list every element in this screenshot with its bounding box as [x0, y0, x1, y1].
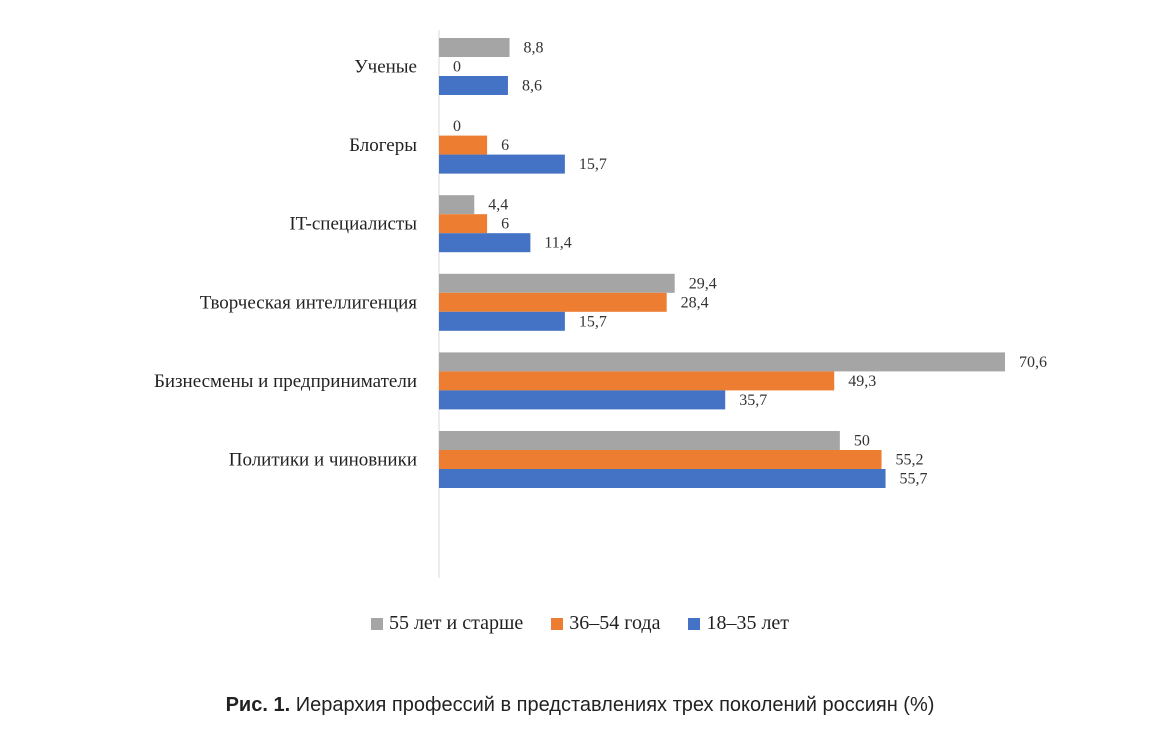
legend-item-18-35: 18–35 лет — [688, 612, 789, 635]
data-label-36-54: 55,2 — [896, 452, 924, 469]
category-label: Бизнесмены и предприниматели — [154, 371, 417, 392]
bar-36-54 — [439, 450, 882, 469]
caption-prefix: Рис. 1. — [225, 694, 291, 716]
category-label: Творческая интеллигенция — [200, 292, 417, 313]
bars-group: Ученые 8,8 0 8,6 Блогеры 0 6 15,7 IT-специалисты… — [154, 38, 1047, 488]
category-label: Блогеры — [349, 135, 417, 156]
data-label-55-plus: 8,8 — [524, 40, 544, 57]
figure-caption: Рис. 1. Иерархия профессий в представлен… — [0, 694, 1160, 717]
bar-36-54 — [439, 214, 488, 234]
legend-item-36-54: 36–54 года — [551, 612, 660, 635]
bar-55-plus — [439, 38, 510, 57]
data-label-55-plus: 29,4 — [689, 275, 717, 292]
bar-18-35 — [439, 390, 726, 410]
data-label-18-35: 55,7 — [900, 471, 928, 488]
data-label-36-54: 49,3 — [848, 373, 876, 390]
bar-18-35 — [439, 233, 531, 253]
data-label-55-plus: 70,6 — [1019, 354, 1047, 371]
legend-item-55-plus: 55 лет и старше — [370, 612, 524, 635]
data-label-18-35: 11,4 — [544, 235, 571, 252]
bar-18-35 — [439, 311, 565, 331]
legend-swatch-55-plus — [370, 617, 383, 630]
bar-55-plus — [439, 431, 840, 450]
legend-swatch-36-54 — [551, 617, 564, 630]
category-label: Политики и чиновники — [229, 450, 417, 471]
legend: 55 лет и старше 36–54 года 18–35 лет — [0, 612, 1160, 635]
bar-18-35 — [439, 154, 565, 174]
category-label: Ученые — [354, 57, 417, 78]
caption-text: Иерархия профессий в представлениях трех… — [290, 694, 935, 716]
bar-36-54 — [439, 292, 667, 312]
bar-55-plus — [439, 195, 475, 215]
legend-swatch-18-35 — [688, 617, 701, 630]
data-label-18-35: 35,7 — [739, 392, 767, 409]
data-label-18-35: 15,7 — [579, 313, 607, 330]
legend-label-36-54: 36–54 года — [569, 612, 661, 634]
legend-label-55-plus: 55 лет и старше — [388, 612, 524, 634]
bar-chart: Ученые 8,8 0 8,6 Блогеры 0 6 15,7 IT-специалисты… — [154, 30, 1047, 578]
data-label-55-plus: 0 — [453, 118, 461, 135]
data-label-18-35: 15,7 — [579, 156, 607, 173]
bar-55-plus — [439, 273, 675, 293]
bar-18-35 — [439, 76, 508, 95]
data-label-36-54: 0 — [453, 59, 461, 76]
data-label-18-35: 8,6 — [522, 78, 542, 95]
bar-55-plus — [439, 352, 1005, 372]
data-label-36-54: 6 — [501, 137, 509, 154]
bar-18-35 — [439, 469, 886, 488]
data-label-55-plus: 50 — [854, 433, 870, 450]
bar-36-54 — [439, 371, 835, 391]
legend-label-18-35: 18–35 лет — [706, 612, 790, 634]
data-label-55-plus: 4,4 — [488, 197, 508, 214]
bar-36-54 — [439, 135, 488, 155]
category-label: IT-специалисты — [289, 214, 417, 235]
data-label-36-54: 6 — [501, 216, 509, 233]
data-label-36-54: 28,4 — [681, 294, 709, 311]
